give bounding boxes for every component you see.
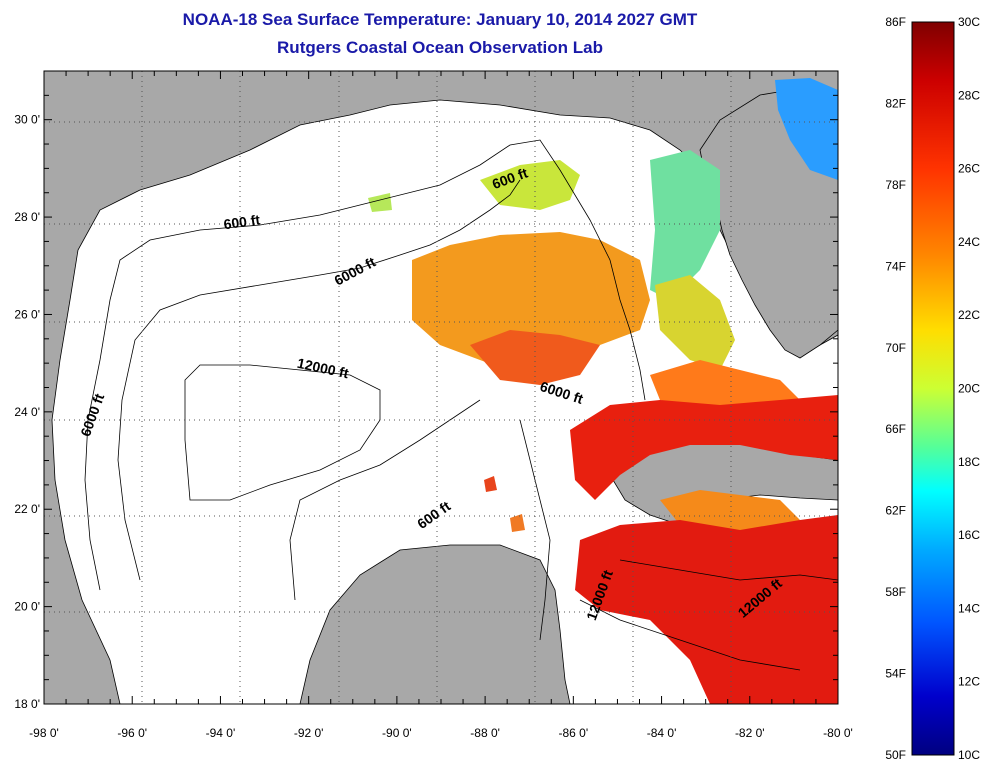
fahrenheit-label: 66F [885,422,906,436]
lat-tick-label: 22 0' [14,502,40,516]
lon-tick-label: -84 0' [647,726,677,740]
fahrenheit-label: 86F [885,15,906,29]
fahrenheit-label: 78F [885,178,906,192]
lon-tick-label: -96 0' [117,726,147,740]
lat-tick-label: 26 0' [14,307,40,321]
sst-patch-small [510,514,525,532]
sst-patch-nw [368,193,392,212]
lon-tick-label: -82 0' [735,726,765,740]
celsius-label: 16C [958,528,980,542]
contour-label: 600 ft [223,211,262,232]
sst-patch-keys [650,360,800,415]
sst-patch-loop-current [570,395,838,500]
celsius-label: 22C [958,308,980,322]
celsius-label: 10C [958,748,980,762]
axis-ticks: -98 0' -96 0' -94 0' -92 0' -90 0' -88 0' -86 … [14,70,853,740]
lat-tick-label: 28 0' [14,210,40,224]
fahrenheit-label: 54F [885,667,906,681]
fahrenheit-label: 58F [885,585,906,599]
sst-patch-atlantic [775,78,838,180]
colorbar-labels: 86F 82F 78F 74F 70F 66F 62F 58F 54F 50F 30C 28C 26C 2… [885,15,980,762]
lon-tick-label: -90 0' [382,726,412,740]
celsius-label: 18C [958,455,980,469]
lon-tick-label: -94 0' [206,726,236,740]
colorbar [911,21,955,756]
map-subtitle: Rutgers Coastal Ocean Observation Lab [277,38,603,57]
fahrenheit-label: 70F [885,341,906,355]
celsius-label: 28C [958,88,980,102]
celsius-label: 20C [958,382,980,396]
lat-tick-label: 18 0' [14,697,40,711]
lat-tick-label: 30 0' [14,113,40,127]
map-title: NOAA-18 Sea Surface Temperature: January… [182,10,698,29]
yucatan-land [299,544,571,704]
sst-patch-fl-shelf [650,150,720,300]
sst-patch-small2 [484,476,497,492]
lon-tick-label: -98 0' [29,726,59,740]
fahrenheit-label: 50F [885,748,906,762]
celsius-label: 24C [958,235,980,249]
sst-patch-north [480,160,580,210]
celsius-label: 14C [958,601,980,615]
sst-patch-fl-shelf-south [655,275,735,370]
lon-tick-label: -86 0' [559,726,589,740]
fahrenheit-label: 74F [885,259,906,273]
depth-contours [84,139,838,671]
sst-patch-central-south [470,330,600,385]
celsius-label: 30C [958,15,980,29]
lat-lon-grid [44,71,838,704]
celsius-label: 12C [958,675,980,689]
lon-tick-label: -92 0' [294,726,324,740]
lat-tick-label: 24 0' [14,405,40,419]
fahrenheit-label: 62F [885,504,906,518]
celsius-label: 26C [958,162,980,176]
sst-patch-central [412,232,650,375]
sst-patch-caribbean [575,515,838,704]
fahrenheit-label: 82F [885,96,906,110]
lat-tick-label: 20 0' [14,600,40,614]
lon-tick-label: -88 0' [470,726,500,740]
lon-tick-label: -80 0' [823,726,853,740]
